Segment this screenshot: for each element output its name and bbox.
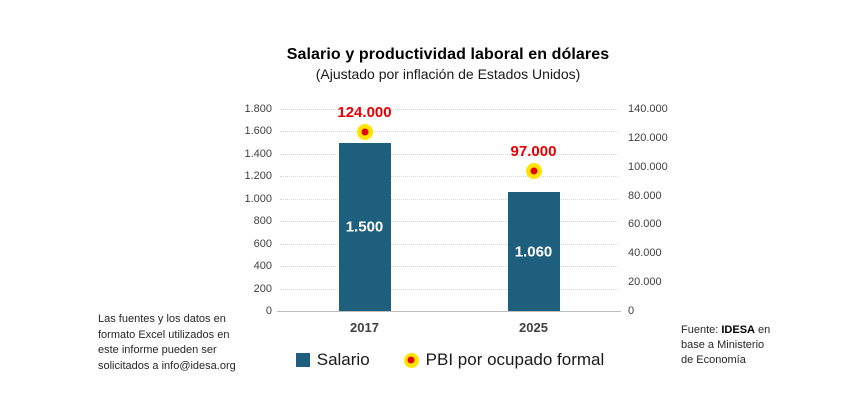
pbi-marker-core	[530, 167, 537, 175]
y-axis-tick-left: 0	[265, 305, 272, 317]
y-axis-tick-right: 80.000	[628, 189, 662, 202]
bar-2017: 1.500	[338, 142, 391, 311]
legend-label: PBI por ocupado formal	[425, 350, 605, 369]
y-axis-tick-right: 40.000	[628, 247, 662, 260]
source-line: Fuente: IDESA en	[681, 323, 801, 338]
footnote-line: solicitados a info@idesa.org	[98, 359, 236, 372]
gridline	[280, 198, 618, 200]
gridline	[280, 131, 618, 133]
footnote-line: formato Excel utilizados en	[98, 328, 230, 341]
y-axis-tick-left: 1.400	[244, 147, 272, 160]
gridline	[280, 288, 618, 290]
pbi-value-label: 124.000	[337, 104, 392, 122]
legend-item: PBI por ocupado formal	[403, 350, 605, 370]
y-axis-tick-left: 1.800	[244, 103, 272, 115]
source-line: de Economía	[681, 354, 746, 366]
x-axis-line	[277, 311, 621, 312]
footnote-line: este informe pueden ser	[98, 344, 217, 356]
gridline	[280, 109, 618, 110]
source-rest: en	[754, 324, 771, 336]
footnote-line: Las fuentes y los datos en	[98, 313, 226, 325]
gridline	[280, 243, 618, 245]
y-axis-tick-right: 120.000	[628, 131, 668, 144]
bar-value-label: 1.500	[345, 218, 384, 236]
y-axis-tick-right: 100.000	[628, 160, 668, 173]
pbi-marker	[525, 163, 542, 180]
y-axis-tick-right: 140.000	[628, 103, 668, 115]
bar-value-label: 1.060	[514, 243, 553, 260]
y-axis-tick-left: 1.000	[244, 192, 272, 205]
legend-square-icon	[295, 353, 310, 367]
legend-item: Salario	[295, 350, 370, 370]
footnote-left: Las fuentes y los datos en formato Excel…	[98, 312, 248, 374]
y-axis-tick-left: 1.600	[244, 125, 272, 138]
bar-2025: 1.060	[507, 192, 560, 311]
legend-dot-core	[407, 356, 415, 364]
source-prefix: Fuente:	[681, 324, 722, 336]
pbi-value-label: 97.000	[510, 143, 557, 161]
gridline	[280, 176, 618, 178]
source-note: Fuente: IDESA en base a Ministerio de Ec…	[681, 323, 801, 368]
y-axis-tick-left: 800	[253, 215, 272, 228]
y-axis-tick-right: 60.000	[628, 218, 662, 231]
source-line: base a Ministerio	[681, 339, 765, 351]
plot-area: 0 200 400 600 800 1.000 1.200 1.400 1.600 1.800 0 2…	[244, 103, 667, 335]
y-axis-tick-left: 600	[253, 237, 272, 250]
x-axis-label: 2025	[519, 320, 548, 335]
chart-title: Salario y productividad laboral en dólar…	[286, 46, 610, 63]
y-axis-tick-right: 0	[628, 305, 635, 317]
pbi-marker-core	[361, 128, 368, 136]
chart-legend: Salario PBI por ocupado formal	[240, 348, 660, 372]
y-axis-tick-left: 1.200	[244, 170, 272, 183]
y-axis-tick-left: 400	[253, 260, 272, 273]
source-brand: IDESA	[721, 324, 755, 336]
legend-dot-icon	[403, 352, 419, 368]
y-axis-tick-right: 20.000	[628, 276, 662, 289]
pbi-marker	[356, 124, 373, 141]
chart-subtitle: (Ajustado por inflación de Estados Unido…	[315, 66, 581, 82]
gridline	[280, 266, 618, 268]
gridline	[280, 153, 618, 155]
legend-label: Salario	[316, 350, 370, 369]
x-axis-label: 2017	[350, 320, 379, 335]
gridline	[280, 221, 618, 223]
y-axis-tick-left: 200	[253, 282, 272, 295]
